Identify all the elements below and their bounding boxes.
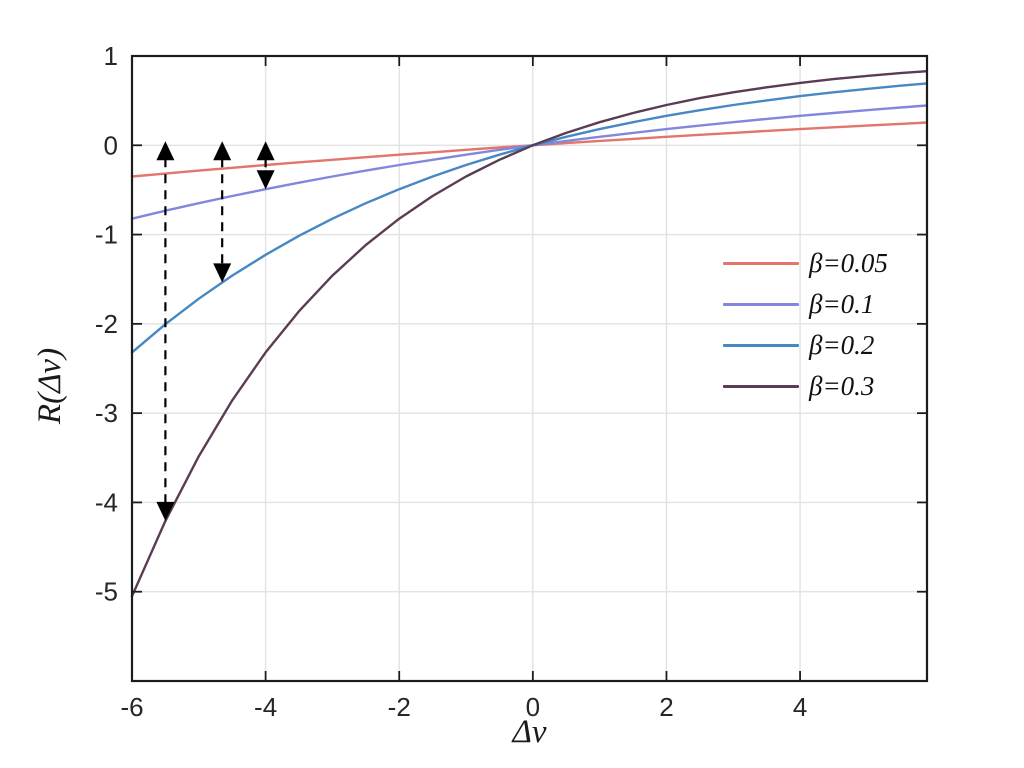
- x-tick-label: -4: [254, 692, 277, 722]
- curve-beta-0.05: [130, 121, 929, 178]
- arrow-head-up: [213, 141, 232, 161]
- arrow-head-down: [156, 501, 175, 521]
- y-tick-label: -3: [95, 398, 118, 428]
- legend-label: β=0.3: [809, 371, 875, 401]
- legend-line-swatch: [723, 303, 799, 306]
- x-tick-labels: -6 -4 -2 0 2 4: [120, 692, 807, 722]
- arrow-head-up: [256, 141, 275, 161]
- x-tick-label: 4: [793, 692, 807, 722]
- legend-label: β=0.1: [809, 289, 875, 319]
- arrow-head-up: [156, 141, 175, 161]
- x-axis-label: Δv: [512, 714, 547, 750]
- y-tick-labels: 1 0 -1 -2 -3 -4 -5: [95, 41, 118, 607]
- y-tick-label: -1: [95, 220, 118, 250]
- legend-line-swatch: [723, 262, 799, 265]
- legend-label: β=0.05: [809, 248, 888, 278]
- y-tick-label: -4: [95, 487, 118, 517]
- plot-box: [130, 54, 929, 683]
- x-tick-label: -2: [388, 692, 411, 722]
- regret-arrow: [213, 141, 232, 283]
- arrow-head-down: [213, 263, 232, 283]
- y-tick-label: -5: [95, 577, 118, 607]
- axis-ticks: [131, 55, 927, 681]
- y-tick-label: 0: [104, 130, 118, 160]
- legend-entry: β=0.05: [723, 243, 888, 284]
- legend-line-swatch: [723, 344, 799, 347]
- legend-label: β=0.2: [809, 330, 875, 360]
- x-tick-label: 0: [526, 692, 540, 722]
- x-tick-label: 2: [659, 692, 673, 722]
- legend-entry: β=0.2: [723, 325, 888, 366]
- regret-arrow: [256, 141, 275, 190]
- y-tick-label: -2: [95, 309, 118, 339]
- annotation-arrows: [156, 141, 275, 521]
- legend-entry: β=0.1: [723, 284, 888, 325]
- legend-line-swatch: [723, 385, 799, 388]
- legend: β=0.05 β=0.1 β=0.2 β=0.3: [723, 243, 888, 407]
- x-tick-label: -6: [120, 692, 143, 722]
- y-axis-label: R(Δv): [32, 347, 68, 425]
- curve-beta-0.3: [130, 69, 929, 598]
- arrow-head-down: [256, 170, 275, 190]
- curve-beta-0.1: [130, 104, 929, 220]
- regret-arrow: [156, 141, 175, 521]
- legend-entry: β=0.3: [723, 366, 888, 407]
- y-tick-label: 1: [104, 41, 118, 71]
